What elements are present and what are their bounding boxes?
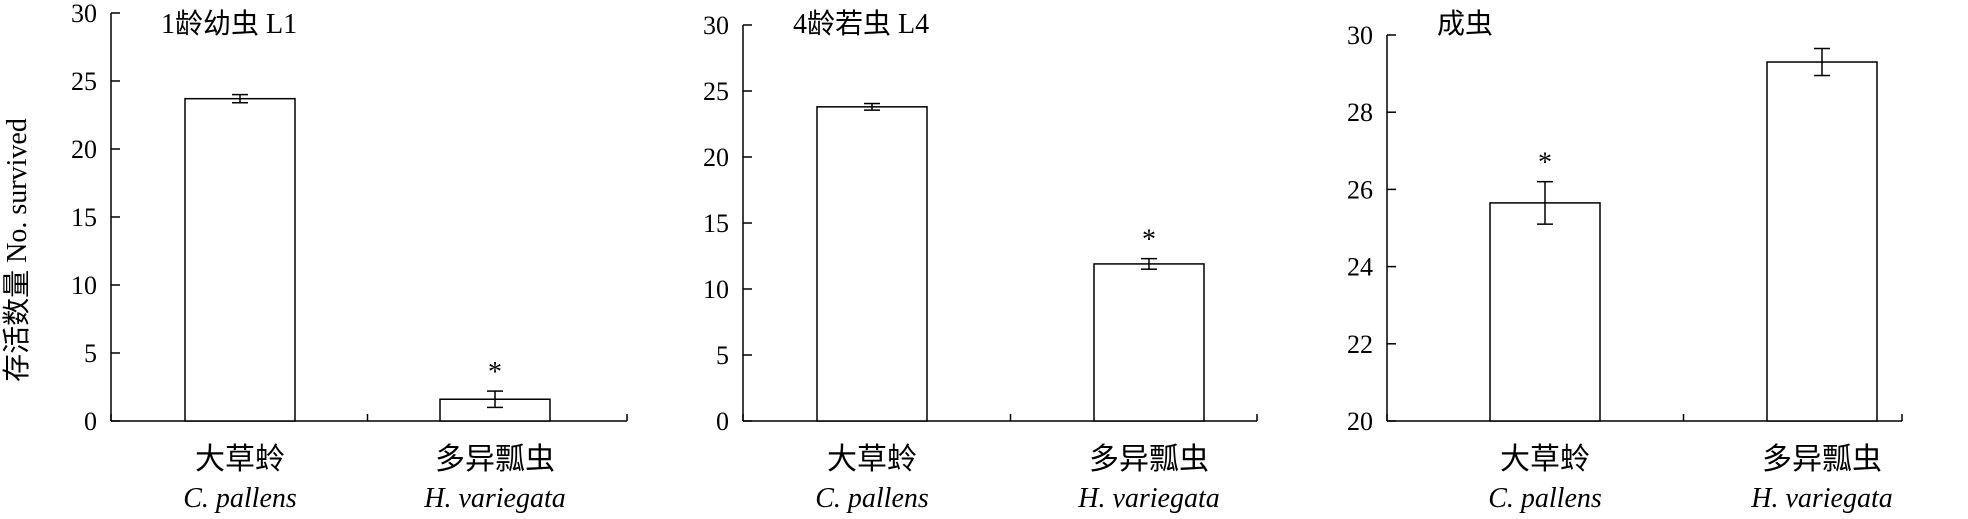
category-scientific-name: C. pallens: [183, 483, 297, 514]
bar: [1766, 61, 1878, 422]
bar: [184, 97, 296, 422]
y-tick-label: 5: [716, 341, 729, 370]
category-label: 大草蛉: [195, 443, 285, 476]
category-label: 多异瓢虫: [1762, 443, 1882, 476]
category-scientific-name: C. pallens: [815, 483, 929, 514]
significance-marker: *: [488, 357, 502, 388]
y-tick-label: 28: [1347, 98, 1373, 127]
y-tick-label: 10: [703, 275, 729, 304]
category-scientific-name: H. variegata: [423, 483, 566, 514]
y-tick-label: 0: [84, 407, 97, 436]
bar: [1093, 263, 1205, 422]
y-tick-label: 25: [703, 77, 729, 106]
panel-title: 4龄若虫 L4: [793, 8, 929, 40]
y-tick-label: 5: [84, 339, 97, 368]
y-tick-label: 30: [1347, 21, 1373, 50]
y-tick-label: 22: [1347, 330, 1373, 359]
y-axis-label: 存活数量 No. survived: [1, 118, 33, 382]
significance-marker: *: [1142, 225, 1156, 256]
y-tick-label: 20: [71, 135, 97, 164]
y-tick-label: 24: [1347, 253, 1373, 282]
category-label: 大草蛉: [827, 443, 917, 476]
y-tick-label: 30: [703, 11, 729, 40]
category-label: 多异瓢虫: [435, 443, 555, 476]
category-scientific-name: H. variegata: [1077, 483, 1220, 514]
category-scientific-name: C. pallens: [1488, 483, 1602, 514]
y-tick-label: 30: [71, 0, 97, 28]
bar: [816, 106, 928, 422]
y-tick-label: 26: [1347, 175, 1373, 204]
category-label: 大草蛉: [1500, 443, 1590, 476]
bar: [1489, 202, 1601, 422]
panel-title: 成虫: [1437, 8, 1493, 40]
y-tick-label: 25: [71, 67, 97, 96]
category-scientific-name: H. variegata: [1750, 483, 1893, 514]
y-tick-label: 10: [71, 271, 97, 300]
y-tick-label: 0: [716, 407, 729, 436]
panel-title: 1龄幼虫 L1: [161, 8, 297, 40]
y-tick-label: 15: [703, 209, 729, 238]
significance-marker: *: [1538, 148, 1552, 179]
y-tick-label: 15: [71, 203, 97, 232]
category-label: 多异瓢虫: [1089, 443, 1209, 476]
y-tick-label: 20: [1347, 407, 1373, 436]
y-tick-label: 20: [703, 143, 729, 172]
